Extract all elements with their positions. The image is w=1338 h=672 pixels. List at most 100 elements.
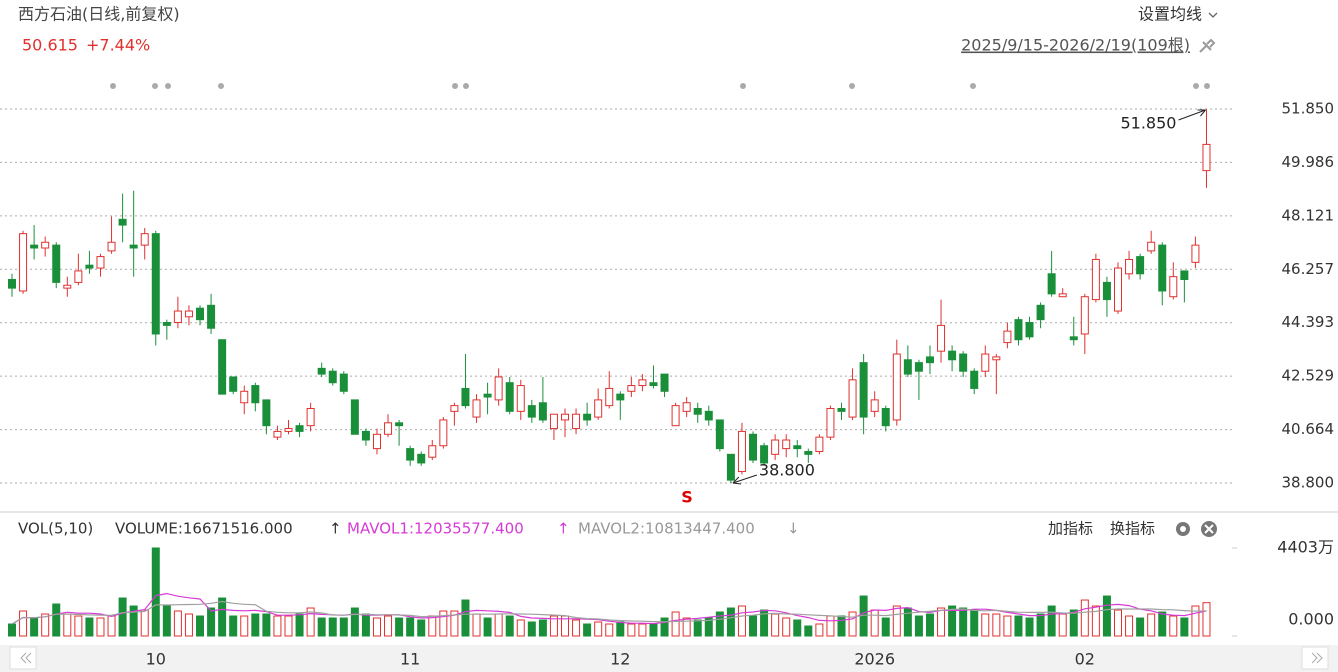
volume-bar — [494, 613, 503, 637]
volume-bar — [782, 617, 791, 637]
candle-body — [505, 382, 514, 412]
volume-bar — [284, 615, 293, 637]
candle-body — [561, 413, 569, 421]
candle-body — [1058, 293, 1067, 298]
volume-bar — [196, 615, 205, 637]
volume-bar — [107, 615, 116, 637]
candle-body — [262, 399, 271, 427]
volume-bar — [1069, 609, 1078, 637]
candle-body — [1047, 273, 1056, 295]
candle-body — [361, 430, 370, 441]
mavol-line — [11, 592, 1207, 625]
candle-body — [1147, 241, 1156, 252]
volume-bar — [671, 611, 680, 637]
volume-bar — [1202, 602, 1211, 637]
candle-body — [826, 407, 835, 438]
candle-body — [1114, 267, 1122, 312]
arrow: ↑ — [557, 520, 570, 538]
volume-bar — [240, 615, 249, 637]
candle-body — [992, 356, 1001, 361]
volume-bar — [1091, 605, 1100, 637]
candle-body — [229, 376, 238, 392]
dropdown-icon — [1208, 12, 1218, 18]
vol-value: VOLUME:16671516.000 — [115, 520, 293, 538]
volume-bar — [406, 617, 415, 637]
volume-bar — [826, 615, 835, 637]
candle-body — [417, 453, 426, 464]
candle-body — [1125, 258, 1134, 275]
scroll-right[interactable] — [1301, 646, 1329, 670]
candle-body — [715, 419, 724, 450]
ma-setting-button[interactable]: 设置均线 — [1138, 5, 1202, 24]
y-tick-label: 42.529 — [1282, 367, 1335, 385]
volume-bar — [30, 617, 39, 637]
arrow-head — [1197, 109, 1206, 117]
candle-body — [516, 385, 525, 412]
volume-bar — [981, 613, 990, 637]
volume-bar — [229, 615, 238, 637]
volume-bar — [715, 611, 724, 637]
candle-body — [428, 445, 437, 458]
scroll-left[interactable] — [9, 646, 37, 670]
volume-bar — [704, 617, 713, 637]
candle-body — [19, 233, 28, 292]
volume-bar — [361, 613, 370, 637]
volume-bar — [129, 605, 138, 637]
volume-bar — [549, 615, 558, 637]
volume-bar — [793, 619, 802, 637]
arrow: ↑ — [329, 520, 342, 538]
volume-bar — [317, 617, 326, 637]
y-tick-label: 44.393 — [1282, 313, 1335, 331]
candle-body — [970, 370, 979, 389]
volume-bar — [627, 623, 636, 637]
candle-body — [959, 353, 968, 372]
volume-bar — [118, 597, 127, 637]
candle-body — [1003, 330, 1012, 344]
candle-body — [472, 399, 481, 418]
candle-body — [627, 385, 636, 392]
candle-body — [372, 433, 381, 450]
volume-bar — [1169, 615, 1178, 637]
candle-body — [317, 367, 326, 375]
annotation-arrow — [732, 474, 758, 484]
y-tick-label: 48.121 — [1282, 206, 1335, 224]
y-tick-label: 49.986 — [1282, 153, 1335, 171]
candle-body — [1202, 143, 1211, 172]
volume-bar — [815, 623, 824, 637]
volume-bar — [1180, 617, 1189, 637]
candle-body — [638, 379, 647, 387]
candle-body — [782, 439, 791, 450]
volume-bar — [538, 619, 547, 637]
y-tick-label: 46.257 — [1282, 260, 1335, 278]
candle-body — [737, 430, 746, 473]
candle-body — [350, 399, 359, 435]
volume-bar — [693, 619, 702, 637]
x-axis-bar — [0, 645, 1338, 672]
volume-bar — [527, 621, 536, 637]
volume-bar — [339, 617, 348, 637]
volume-bar — [903, 607, 912, 637]
candle-body — [848, 379, 857, 418]
y-tick-label: 51.850 — [1282, 100, 1335, 118]
y-tick-label: 40.664 — [1282, 420, 1335, 438]
candle-body — [1014, 319, 1023, 341]
volume-bar — [96, 617, 105, 637]
candle-body — [74, 270, 83, 283]
volume-bar — [483, 617, 492, 637]
volume-bar — [162, 605, 171, 637]
pin-icon[interactable] — [1199, 38, 1216, 53]
volume-bar — [273, 615, 282, 637]
volume-bar — [428, 615, 437, 637]
switch-indicator[interactable]: 换指标 — [1110, 520, 1155, 538]
volume-bar — [63, 613, 72, 637]
chart-title: 西方石油(日线,前复权) — [18, 5, 180, 24]
candle-body — [384, 422, 393, 435]
settings-icon-hole — [1180, 526, 1186, 532]
candle-body — [937, 324, 946, 352]
volume-bar — [19, 610, 28, 637]
volume-bar — [417, 619, 426, 637]
add-indicator[interactable]: 加指标 — [1048, 520, 1093, 538]
low-annotation: 38.800 — [759, 461, 815, 480]
volume-bar — [1158, 611, 1167, 637]
candle-body — [704, 410, 713, 421]
